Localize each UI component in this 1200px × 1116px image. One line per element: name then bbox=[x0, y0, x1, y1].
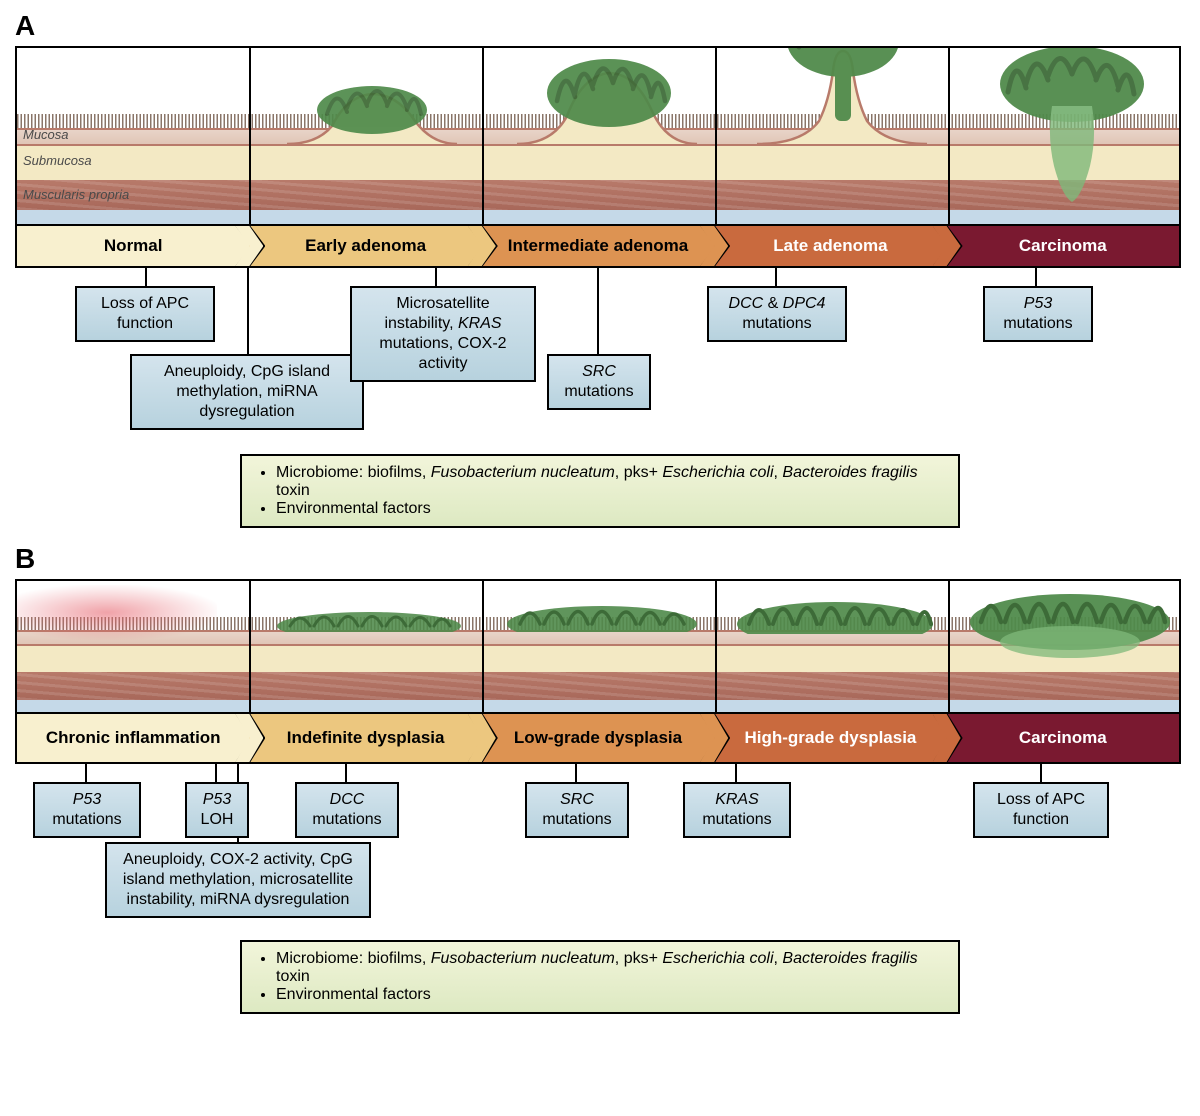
connector bbox=[597, 268, 599, 354]
divider bbox=[482, 48, 484, 224]
box-dcc-b: DCC mutations bbox=[295, 782, 399, 838]
env-item: Environmental factors bbox=[276, 986, 944, 1004]
stage-late: Late adenoma bbox=[714, 226, 946, 266]
serosa-layer bbox=[17, 210, 1179, 224]
muscularis-layer bbox=[17, 672, 1179, 700]
panel-b-label: B bbox=[15, 543, 1185, 575]
divider bbox=[715, 48, 717, 224]
annotations-a: Loss of APC function Aneuploidy, CpG isl… bbox=[15, 268, 1181, 518]
box-kras: KRAS mutations bbox=[683, 782, 791, 838]
connector bbox=[575, 764, 577, 782]
box-aneuploidy-b: Aneuploidy, COX-2 activity, CpG island m… bbox=[105, 842, 371, 918]
divider bbox=[482, 581, 484, 712]
connector bbox=[1040, 764, 1042, 782]
inflammation-glow bbox=[15, 585, 217, 640]
box-p53loh: P53 LOH bbox=[185, 782, 249, 838]
stages-b: Chronic inflammation Indefinite dysplasi… bbox=[15, 714, 1181, 764]
stage-carcinoma-b: Carcinoma bbox=[947, 714, 1179, 762]
divider bbox=[249, 48, 251, 224]
stages-a: Normal Early adenoma Intermediate adenom… bbox=[15, 226, 1181, 268]
box-dcc: DCC & DPC4 mutations bbox=[707, 286, 847, 342]
connector bbox=[215, 764, 217, 782]
divider bbox=[249, 581, 251, 712]
tissue-b bbox=[15, 579, 1181, 714]
divider bbox=[715, 581, 717, 712]
figure: A Mucosa Submucosa Muscularis propria bbox=[0, 0, 1200, 1029]
connector bbox=[435, 268, 437, 286]
connector bbox=[345, 764, 347, 782]
panel-a: A Mucosa Submucosa Muscularis propria bbox=[15, 10, 1185, 518]
panel-a-label: A bbox=[15, 10, 1185, 42]
stage-highgrade: High-grade dysplasia bbox=[714, 714, 946, 762]
stage-indefinite: Indefinite dysplasia bbox=[249, 714, 481, 762]
growth-highgrade bbox=[733, 592, 938, 634]
env-box-a: Microbiome: biofilms, Fusobacterium nucl… bbox=[240, 454, 960, 528]
panel-b: B bbox=[15, 543, 1185, 994]
growth-carcinoma bbox=[972, 46, 1172, 206]
growth-intermediate bbox=[517, 51, 697, 146]
submucosa-label: Submucosa bbox=[23, 153, 92, 168]
growth-early bbox=[287, 76, 457, 146]
box-apc: Loss of APC function bbox=[75, 286, 215, 342]
stage-chronic: Chronic inflammation bbox=[17, 714, 249, 762]
box-src-b: SRC mutations bbox=[525, 782, 629, 838]
stage-lowgrade: Low-grade dysplasia bbox=[482, 714, 714, 762]
env-item: Microbiome: biofilms, Fusobacterium nucl… bbox=[276, 950, 944, 986]
muscularis-label: Muscularis propria bbox=[23, 187, 129, 202]
growth-indefinite bbox=[272, 604, 467, 632]
serosa-layer bbox=[17, 700, 1179, 712]
growth-carcinoma-b bbox=[965, 588, 1175, 660]
stage-carcinoma: Carcinoma bbox=[947, 226, 1179, 266]
env-box-b: Microbiome: biofilms, Fusobacterium nucl… bbox=[240, 940, 960, 1014]
stage-intermediate: Intermediate adenoma bbox=[482, 226, 714, 266]
divider bbox=[948, 581, 950, 712]
connector bbox=[247, 268, 249, 354]
box-apc-b: Loss of APC function bbox=[973, 782, 1109, 838]
growth-lowgrade bbox=[502, 598, 702, 632]
env-item: Environmental factors bbox=[276, 500, 944, 518]
box-msi: Microsatellite instability, KRAS mutatio… bbox=[350, 286, 536, 382]
connector bbox=[735, 764, 737, 782]
box-aneuploidy: Aneuploidy, CpG island methylation, miRN… bbox=[130, 354, 364, 430]
connector bbox=[85, 764, 87, 782]
box-p53: P53 mutations bbox=[983, 286, 1093, 342]
stage-normal: Normal bbox=[17, 226, 249, 266]
tissue-a: Mucosa Submucosa Muscularis propria bbox=[15, 46, 1181, 226]
connector bbox=[775, 268, 777, 286]
connector bbox=[1035, 268, 1037, 286]
divider bbox=[948, 48, 950, 224]
stage-early: Early adenoma bbox=[249, 226, 481, 266]
annotations-b: P53 mutations P53 LOH DCC mutations SRC … bbox=[15, 764, 1181, 994]
box-p53m: P53 mutations bbox=[33, 782, 141, 838]
growth-late bbox=[757, 46, 927, 146]
box-src: SRC mutations bbox=[547, 354, 651, 410]
env-item: Microbiome: biofilms, Fusobacterium nucl… bbox=[276, 464, 944, 500]
connector bbox=[145, 268, 147, 286]
mucosa-label: Mucosa bbox=[23, 127, 69, 142]
